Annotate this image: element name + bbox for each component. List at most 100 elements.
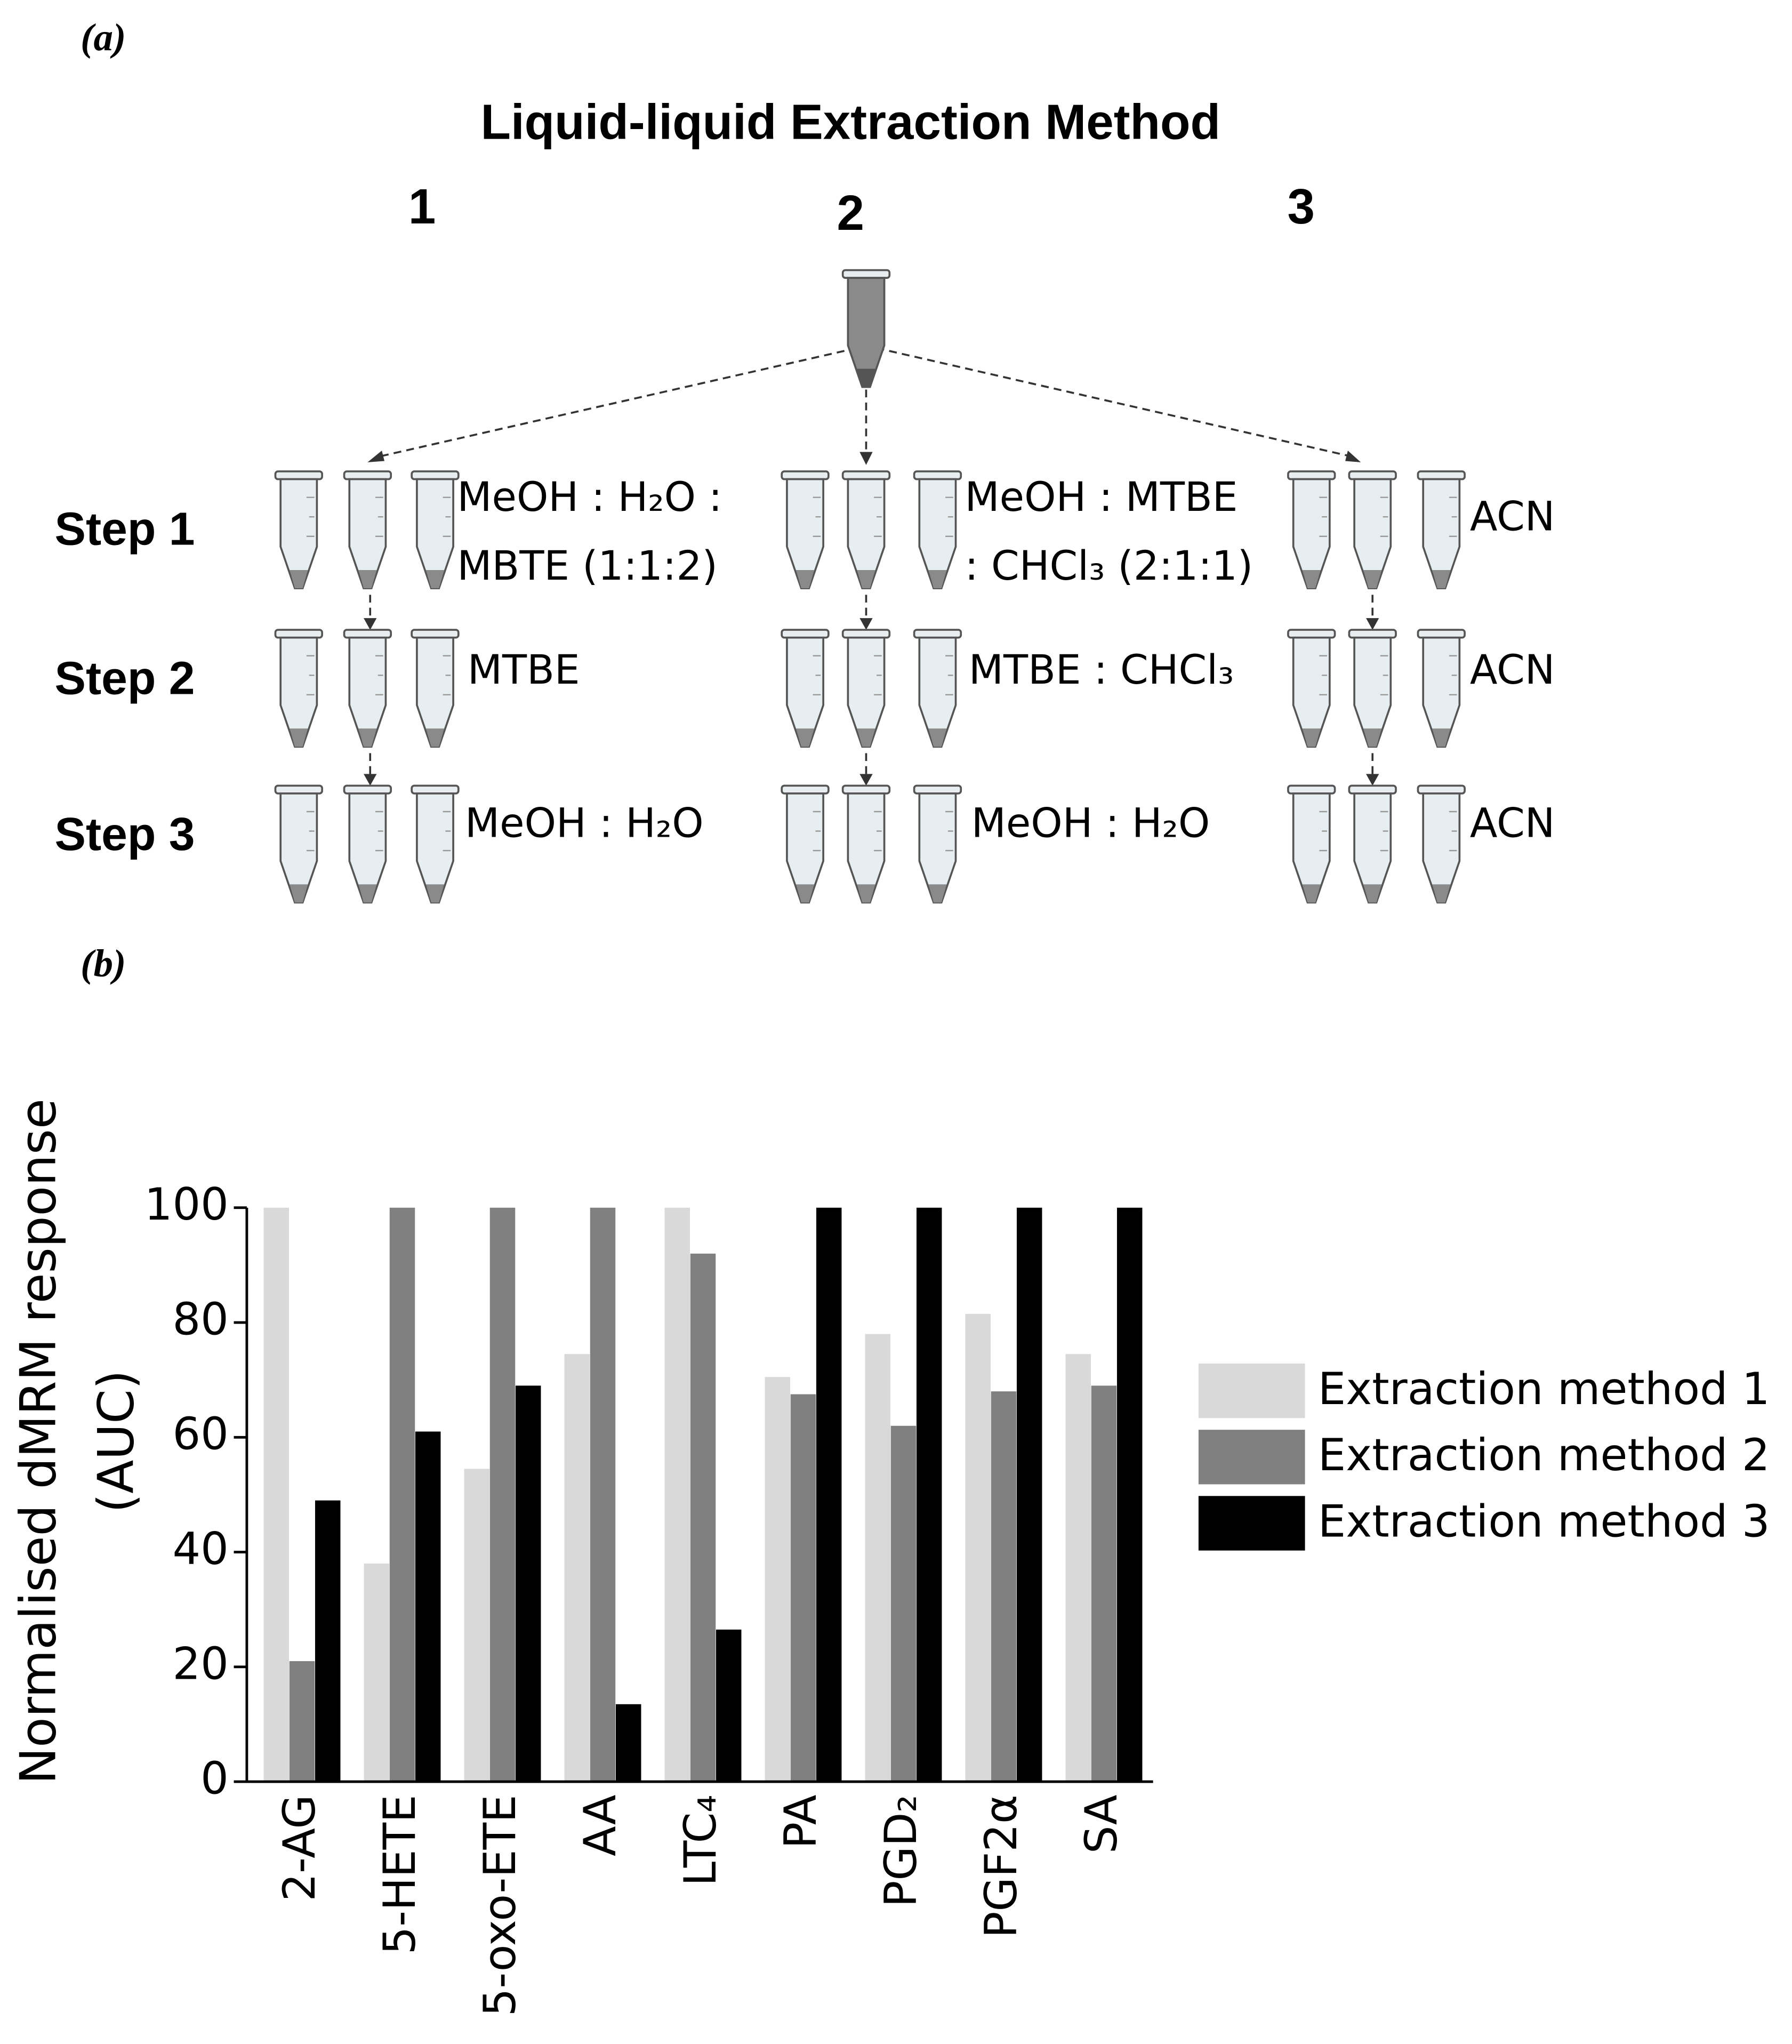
- tube: [781, 784, 830, 904]
- solvent-label: MTBE : CHCl₃: [969, 646, 1234, 693]
- tube-tip: [795, 728, 815, 747]
- tube-tip: [1302, 570, 1321, 589]
- tube-tip: [857, 884, 875, 903]
- tube-cap: [841, 470, 891, 480]
- tube-tip: [358, 570, 377, 589]
- tube-marks: [813, 811, 821, 852]
- tube-tip: [857, 570, 875, 589]
- tube: [1287, 470, 1336, 589]
- tube: [1287, 784, 1336, 904]
- y-tick-label: 20: [172, 1638, 228, 1689]
- tube-marks: [1319, 655, 1327, 696]
- bar: [865, 1334, 891, 1782]
- bar: [716, 1629, 742, 1782]
- x-tick-label: 5-oxo-ETE: [474, 1794, 526, 2016]
- tube-marks: [1449, 811, 1457, 852]
- solvent-label: MeOH : H₂O: [971, 799, 1210, 846]
- y-tick-label: 80: [172, 1293, 228, 1345]
- bar: [315, 1500, 341, 1782]
- tube: [343, 470, 392, 589]
- arrows: [369, 347, 1374, 780]
- tube-tip: [795, 570, 815, 589]
- tube-cap: [1287, 784, 1336, 795]
- tube: [841, 269, 891, 388]
- tube-tip: [290, 884, 308, 903]
- tube-marks: [1380, 655, 1388, 696]
- tube-tip: [1302, 728, 1321, 747]
- solvent-label: ACN: [1470, 493, 1555, 540]
- tube-marks: [874, 496, 882, 537]
- tube-tip: [1363, 728, 1382, 747]
- tube: [1417, 784, 1466, 904]
- x-tick-label: LTC₄: [674, 1794, 726, 1886]
- bar: [790, 1394, 816, 1782]
- tube-cap: [1287, 470, 1336, 480]
- tube-cap: [1417, 784, 1466, 795]
- tube-marks: [443, 496, 451, 537]
- solvent-label: MTBE: [468, 646, 580, 693]
- tube: [781, 629, 830, 748]
- tube-cap: [913, 784, 962, 795]
- bar: [965, 1313, 991, 1782]
- tube: [913, 784, 962, 904]
- tube-cap: [841, 269, 891, 279]
- tube-marks: [443, 655, 451, 696]
- tube-tip: [425, 728, 445, 747]
- tube: [913, 629, 962, 748]
- tube: [1348, 784, 1397, 904]
- tube-tip: [1432, 884, 1451, 903]
- tube: [274, 784, 323, 904]
- tube-cap: [411, 784, 460, 795]
- tube-cap: [1287, 629, 1336, 639]
- tube: [1287, 629, 1336, 748]
- tube-tip: [358, 728, 377, 747]
- x-tick-label: PGF2α: [975, 1794, 1027, 1938]
- bar: [389, 1207, 415, 1782]
- x-tick-label: AA: [574, 1794, 626, 1856]
- tube-marks: [306, 496, 315, 537]
- tube-tip: [857, 728, 875, 747]
- tube-cap: [841, 784, 891, 795]
- arrow-heads: [364, 451, 1379, 786]
- tube-tip: [425, 570, 445, 589]
- tube-cap: [343, 629, 392, 639]
- legend-swatch: [1198, 1496, 1305, 1551]
- tube-marks: [1380, 811, 1388, 852]
- legend-label: Extraction method 1: [1318, 1363, 1770, 1415]
- tube-cap: [411, 470, 460, 480]
- solvent-label: : CHCl₃ (2:1:1): [965, 542, 1253, 589]
- x-tick-label: SA: [1075, 1794, 1127, 1854]
- tube-cap: [1348, 470, 1397, 480]
- tube-marks: [375, 655, 383, 696]
- solvent-label: ACN: [1470, 646, 1555, 693]
- tube-marks: [1380, 496, 1388, 537]
- tube-marks: [375, 811, 383, 852]
- tube-marks: [443, 811, 451, 852]
- y-axis-label: Normalised dMRM response: [10, 1099, 67, 1784]
- bar: [916, 1207, 942, 1782]
- tube-marks: [1449, 496, 1457, 537]
- legend-swatch: [1198, 1430, 1305, 1485]
- tube: [274, 629, 323, 748]
- tube: [411, 629, 460, 748]
- tube-marks: [945, 655, 953, 696]
- tube-cap: [781, 784, 830, 795]
- bar: [664, 1207, 690, 1782]
- tube-cap: [1417, 470, 1466, 480]
- tube: [1417, 629, 1466, 748]
- bar: [765, 1377, 791, 1782]
- bar: [1016, 1207, 1042, 1782]
- tube-cap: [913, 470, 962, 480]
- step-label: Step 1: [54, 503, 195, 555]
- tube-tip: [928, 728, 947, 747]
- diagram-title: Liquid-liquid Extraction Method: [480, 94, 1220, 150]
- tube-tip: [1363, 570, 1382, 589]
- bar: [1065, 1354, 1091, 1782]
- x-tick-label: PA: [775, 1794, 826, 1848]
- tube: [913, 470, 962, 589]
- tube-marks: [874, 655, 882, 696]
- y-tick-label: 0: [200, 1753, 229, 1805]
- step-label: Step 2: [54, 652, 195, 704]
